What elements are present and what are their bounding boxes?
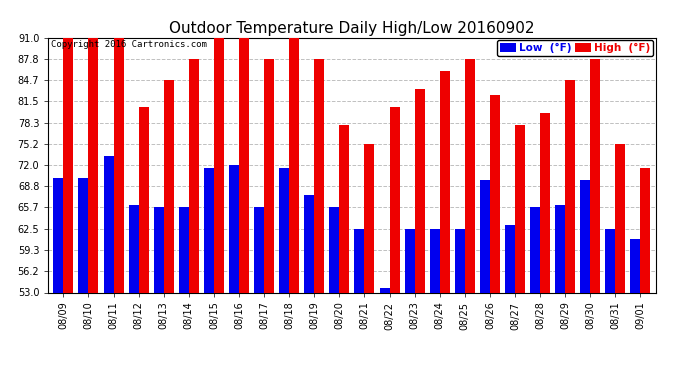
Bar [390,107,400,292]
Bar [329,207,339,292]
Bar [229,165,239,292]
Bar [53,178,63,292]
Legend: Low  (°F), High  (°F): Low (°F), High (°F) [497,40,653,56]
Bar [540,113,550,292]
Bar [455,229,465,292]
Bar [430,229,440,292]
Bar [355,229,364,292]
Bar [555,205,565,292]
Bar [239,38,249,292]
Bar [279,168,289,292]
Bar [128,205,139,292]
Bar [304,195,314,292]
Bar [415,89,424,292]
Bar [314,59,324,292]
Bar [204,168,214,292]
Bar [515,125,525,292]
Bar [254,207,264,292]
Bar [154,207,164,292]
Bar [631,239,640,292]
Bar [114,38,124,292]
Bar [404,229,415,292]
Bar [139,107,148,292]
Bar [88,38,99,292]
Bar [179,207,189,292]
Bar [440,71,450,292]
Text: Copyright 2016 Cartronics.com: Copyright 2016 Cartronics.com [51,40,207,49]
Bar [605,229,615,292]
Bar [289,38,299,292]
Bar [104,156,114,292]
Bar [480,180,490,292]
Bar [264,59,274,292]
Bar [63,38,73,292]
Bar [590,59,600,292]
Bar [530,207,540,292]
Bar [640,168,651,292]
Bar [364,144,375,292]
Bar [214,38,224,292]
Bar [79,178,88,292]
Bar [490,95,500,292]
Bar [465,59,475,292]
Bar [189,59,199,292]
Bar [565,80,575,292]
Title: Outdoor Temperature Daily High/Low 20160902: Outdoor Temperature Daily High/Low 20160… [169,21,535,36]
Bar [339,125,349,292]
Bar [580,180,590,292]
Bar [380,288,390,292]
Bar [615,144,625,292]
Bar [164,80,174,292]
Bar [505,225,515,292]
